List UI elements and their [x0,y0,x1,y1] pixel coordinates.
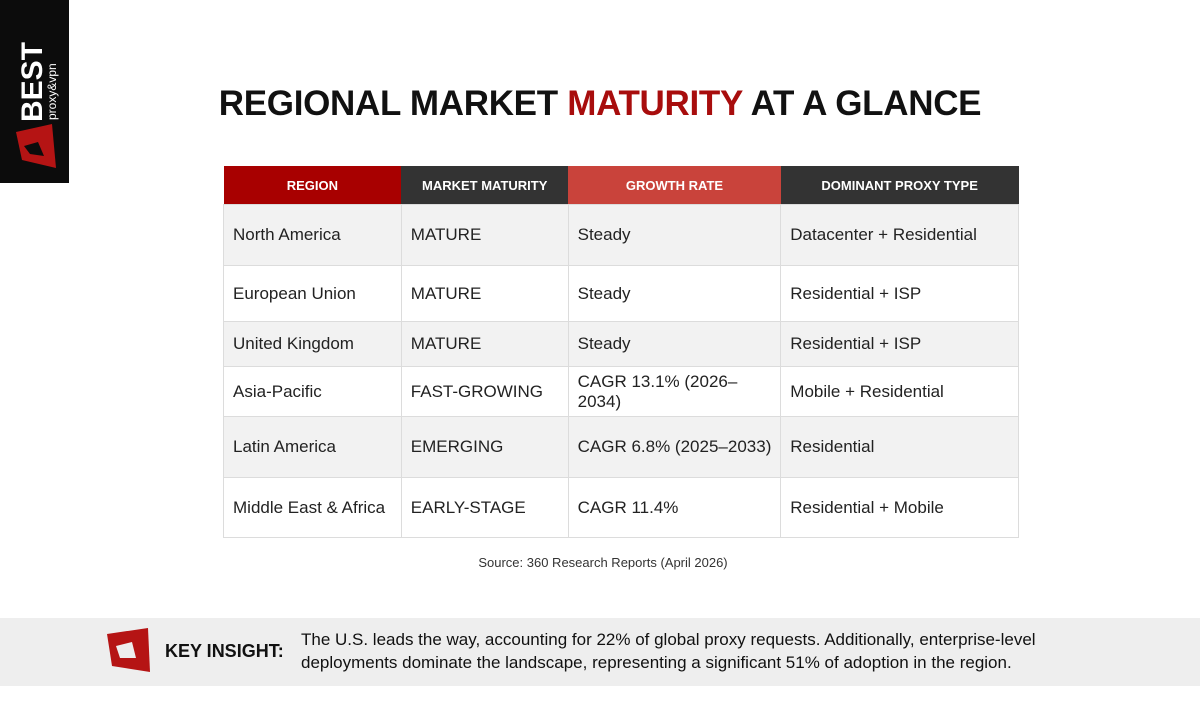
logo-icon-cut [24,142,44,156]
table-cell: Asia-Pacific [223,366,402,417]
table-cell: CAGR 6.8% (2025–2033) [567,416,782,478]
table-cell: Residential + ISP [780,265,1019,322]
header-cell: MARKET MATURITY [401,166,569,205]
header-cell: DOMINANT PROXY TYPE [780,166,1019,205]
source: Source: 360 Research Reports (April 2026… [478,555,728,570]
table-cell: Steady [567,265,782,322]
insight-text: The U.S. leads the way, accounting for 2… [301,628,1036,674]
logo: BEST proxy&vpn [0,0,69,183]
table-cell: United Kingdom [223,321,402,367]
table-row: Middle East & Africa EARLY-STAGE CAGR 11.4… [223,477,1019,538]
insight-icon [107,628,150,672]
table-row: Asia-Pacific FAST-GROWING CAGR 13.1% (2026… [223,366,1019,417]
title-part: AT A GLANCE [750,84,982,123]
maturity-table: REGION MARKET MATURITY GROWTH RATE DOMINANT… [223,166,1019,538]
table-row: United Kingdom MATURE Steady Residential + … [223,321,1019,367]
table-cell: MATURE [400,321,569,367]
table-cell: MATURE [400,265,569,322]
table-row: Latin America EMERGING CAGR 6.8% (2025–203… [223,416,1019,478]
table-cell: Latin America [223,416,402,478]
table-row: North America MATURE Steady Datacenter + Re… [223,204,1019,266]
table-cell: CAGR 11.4% [567,477,782,538]
title-highlight: MATURITY [567,84,743,123]
insight-line: The U.S. leads the way, accounting for 2… [301,630,1036,649]
insight-label: KEY INSIGHT: [165,641,284,661]
table-cell: Steady [567,321,782,367]
table-cell: Datacenter + Residential [780,204,1019,266]
title-part: REGIONAL MARKET [218,84,558,123]
table-cell: Residential + ISP [780,321,1019,367]
header-cell: GROWTH RATE [568,166,781,205]
icon-cut [116,642,136,658]
table-cell: Mobile + Residential [780,366,1019,417]
logo-brand: BEST [16,42,49,122]
header-row: REGION MARKET MATURITY GROWTH RATE DOMINANT… [223,166,1019,205]
table-cell: EARLY-STAGE [400,477,569,538]
table-cell: Residential [780,416,1019,478]
table-cell: CAGR 13.1% (2026–2034) [567,366,782,417]
table-body: North America MATURE Steady Datacenter + Re… [223,204,1019,538]
header-cell: REGION [223,166,402,205]
table-cell: European Union [223,265,402,322]
logo-tagline: proxy&vpn [45,63,59,120]
table-cell: MATURE [400,204,569,266]
table-cell: Residential + Mobile [780,477,1019,538]
title: REGIONAL MARKET MATURITY AT A GLANCE [0,84,1200,124]
table-cell: EMERGING [400,416,569,478]
table-cell: FAST-GROWING [400,366,569,417]
table-cell: Middle East & Africa [223,477,402,538]
insight-band [0,618,1200,686]
logo-art: BEST proxy&vpn [16,42,59,168]
insight-line: deployments dominate the landscape, repr… [301,653,1012,672]
table-cell: North America [223,204,402,266]
table-cell: Steady [567,204,782,266]
table-row: European Union MATURE Steady Residential + … [223,265,1019,322]
